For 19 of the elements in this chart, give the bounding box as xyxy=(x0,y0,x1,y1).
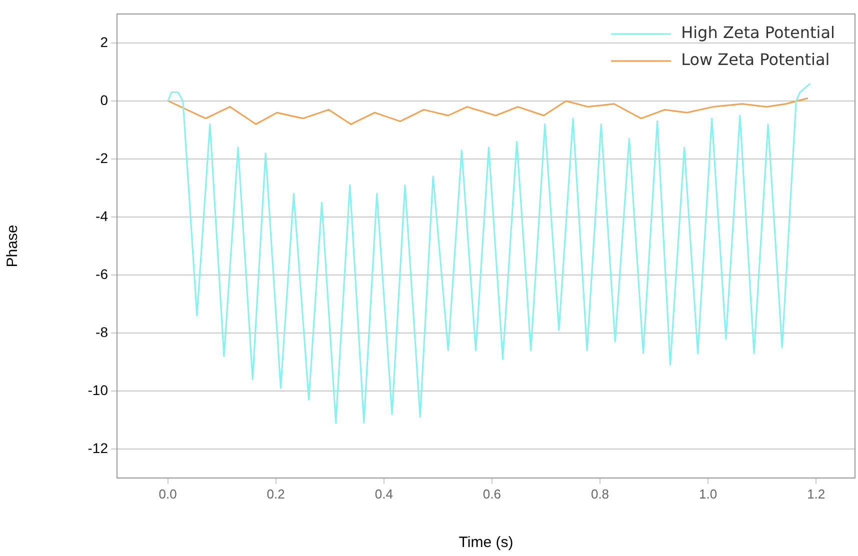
x-tick-label: 0.4 xyxy=(374,486,393,502)
x-tick-label: 0.2 xyxy=(266,486,285,502)
legend-label: High Zeta Potential xyxy=(681,23,835,42)
y-tick-label: 0 xyxy=(100,92,108,108)
x-tick-label: 0.0 xyxy=(158,486,177,502)
x-axis-title: Time (s) xyxy=(458,534,514,552)
y-tick-label: -4 xyxy=(96,208,108,224)
y-axis-title: Phase xyxy=(4,224,22,268)
x-tick-label: 0.6 xyxy=(482,486,501,502)
y-tick-label: 2 xyxy=(100,34,108,50)
x-tick-label: 1.2 xyxy=(807,486,826,502)
x-tick-label: 0.8 xyxy=(590,486,610,502)
y-tick-label: -8 xyxy=(96,324,108,340)
x-tick-label: 1.0 xyxy=(699,486,718,502)
legend-label: Low Zeta Potential xyxy=(681,50,830,70)
y-tick-label: -2 xyxy=(96,150,108,166)
y-tick-label: -12 xyxy=(88,440,108,456)
y-tick-label: -10 xyxy=(88,382,108,398)
y-tick-label: -6 xyxy=(96,266,108,282)
